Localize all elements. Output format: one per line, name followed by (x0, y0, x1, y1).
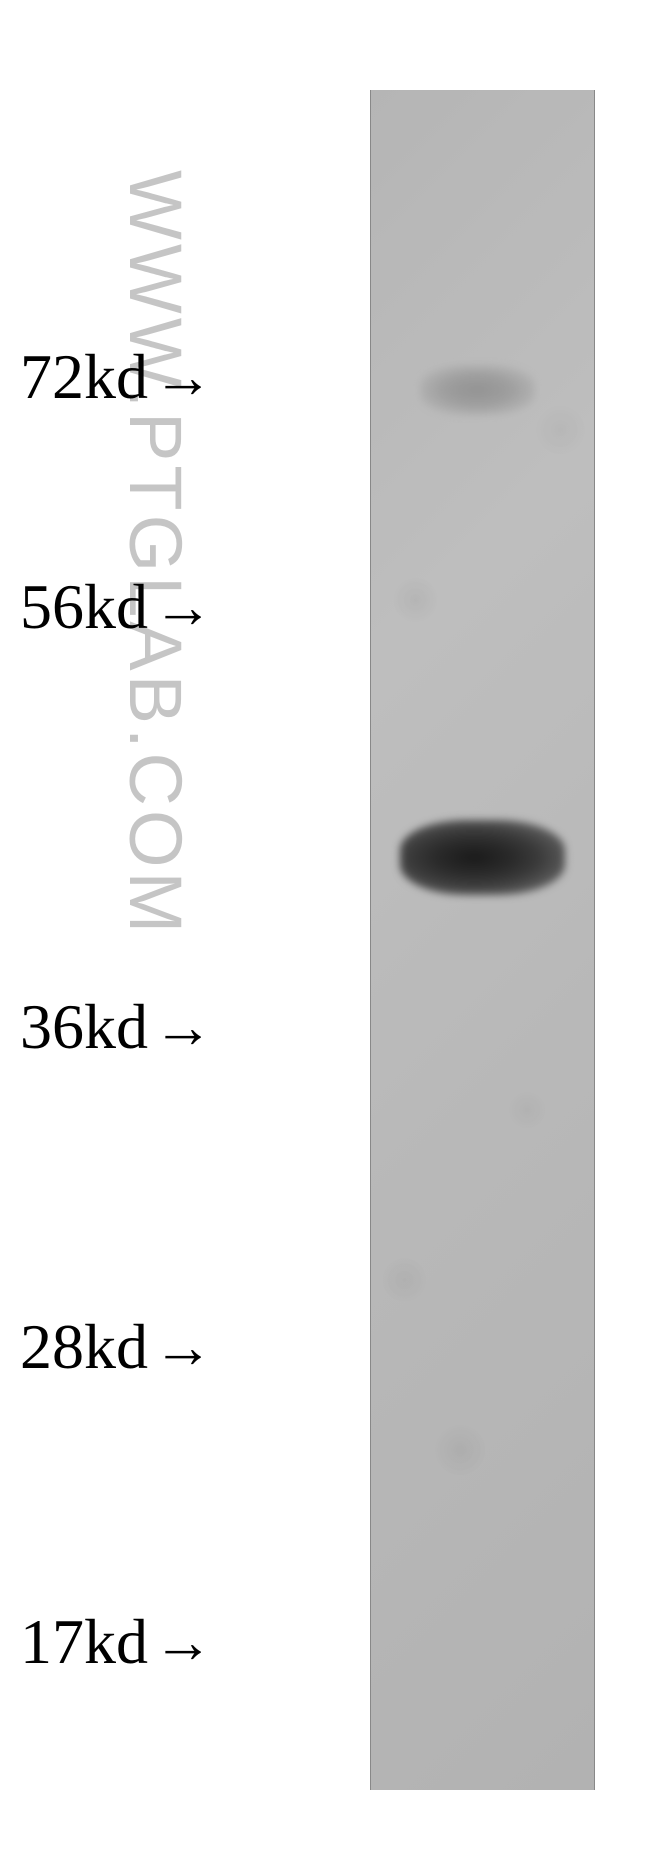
marker-label: 36kd (20, 990, 148, 1064)
arrow-icon: → (153, 993, 213, 1062)
band-main-45kd (400, 820, 565, 895)
marker-label: 56kd (20, 570, 148, 644)
blot-noise-overlay (371, 90, 594, 1790)
watermark-text: WWW.PTGLAB.COM (113, 170, 198, 937)
band-faint-72kd (420, 365, 535, 415)
marker-label: 17kd (20, 1605, 148, 1679)
marker-36kd: 36kd → (20, 990, 213, 1064)
arrow-icon: → (153, 343, 213, 412)
marker-28kd: 28kd → (20, 1310, 213, 1384)
marker-56kd: 56kd → (20, 570, 213, 644)
marker-label: 28kd (20, 1310, 148, 1384)
arrow-icon: → (153, 573, 213, 642)
western-blot-figure: WWW.PTGLAB.COM 72kd → 56kd → 36kd → 28kd… (0, 0, 650, 1855)
marker-label: 72kd (20, 340, 148, 414)
arrow-icon: → (153, 1608, 213, 1677)
marker-17kd: 17kd → (20, 1605, 213, 1679)
arrow-icon: → (153, 1313, 213, 1382)
blot-lane (370, 90, 595, 1790)
marker-72kd: 72kd → (20, 340, 213, 414)
